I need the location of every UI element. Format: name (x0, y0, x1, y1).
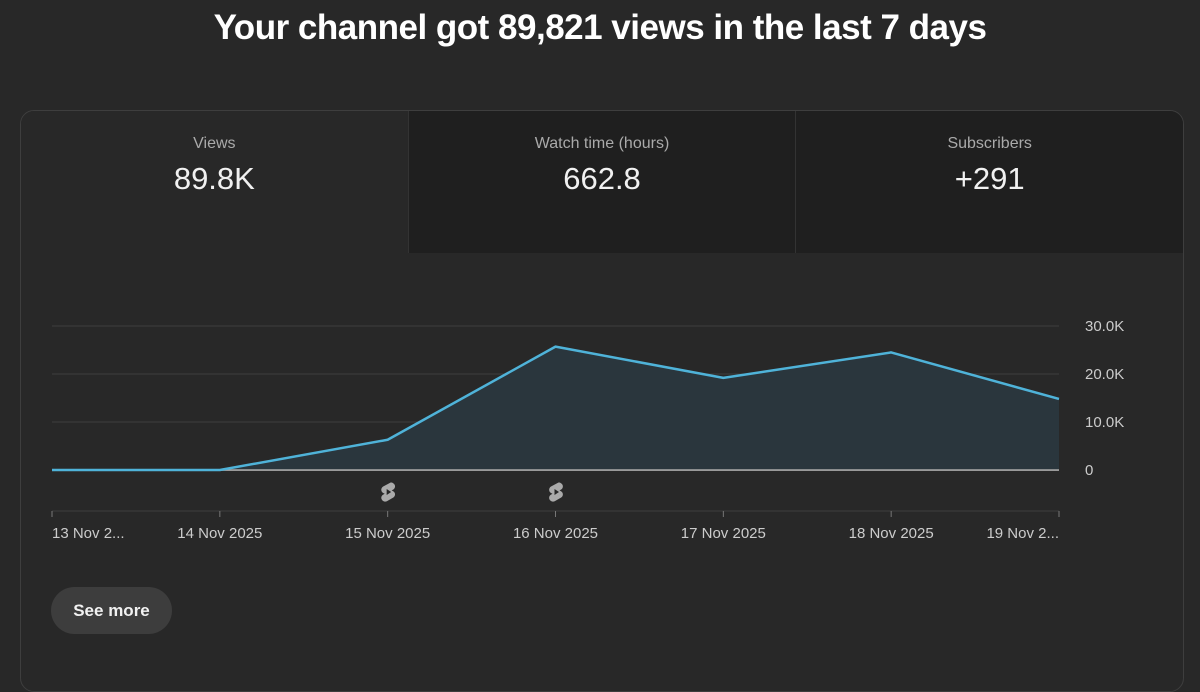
data-point (385, 437, 391, 443)
x-tick-label: 18 Nov 2025 (849, 525, 934, 542)
data-point (49, 467, 55, 473)
tab-views[interactable]: Views 89.8K (21, 111, 408, 253)
x-tick-label: 13 Nov 2... (52, 525, 125, 542)
tab-subscribers-label: Subscribers (947, 135, 1032, 152)
see-more-button[interactable]: See more (51, 587, 172, 634)
x-tick-label: 15 Nov 2025 (345, 525, 430, 542)
tab-watch-time-label: Watch time (hours) (534, 135, 670, 152)
x-tick-label: 16 Nov 2025 (513, 525, 598, 542)
y-tick-label: 30.0K (1085, 318, 1124, 335)
tab-watch-time[interactable]: Watch time (hours) 662.8 (407, 111, 796, 253)
shorts-icon-play (386, 489, 392, 495)
data-point (720, 375, 726, 381)
shorts-icon-play (554, 489, 559, 495)
shorts-icon[interactable] (381, 482, 396, 502)
views-chart: 0 10.0K 20.0K 30.0K 13 Nov 2... 14 Nov 2025 15… (49, 318, 1124, 542)
x-tick-label: 17 Nov 2025 (681, 525, 766, 542)
tab-subscribers[interactable]: Subscribers +291 (795, 111, 1183, 253)
tab-watch-time-value: 662.8 (563, 161, 641, 196)
tab-views-value: 89.8K (173, 161, 255, 196)
data-point (217, 467, 223, 473)
x-tick-label: 19 Nov 2... (986, 525, 1059, 542)
page-headline: Your channel got 89,821 views in the las… (213, 8, 987, 47)
data-point (1056, 396, 1062, 402)
data-point (888, 349, 894, 355)
y-tick-label: 20.0K (1085, 366, 1124, 383)
metric-tabs: Views 89.8K Watch time (hours) 662.8 Sub… (21, 111, 1183, 253)
tab-subscribers-value: +291 (954, 161, 1025, 196)
shorts-icon[interactable] (549, 482, 563, 502)
tab-views-label: Views (193, 135, 236, 152)
x-tick-label: 14 Nov 2025 (177, 525, 262, 542)
y-tick-label: 0 (1085, 462, 1093, 479)
series-line (52, 345, 1060, 472)
chart-area (52, 346, 1059, 470)
y-tick-label: 10.0K (1085, 414, 1124, 431)
data-point (553, 344, 559, 350)
